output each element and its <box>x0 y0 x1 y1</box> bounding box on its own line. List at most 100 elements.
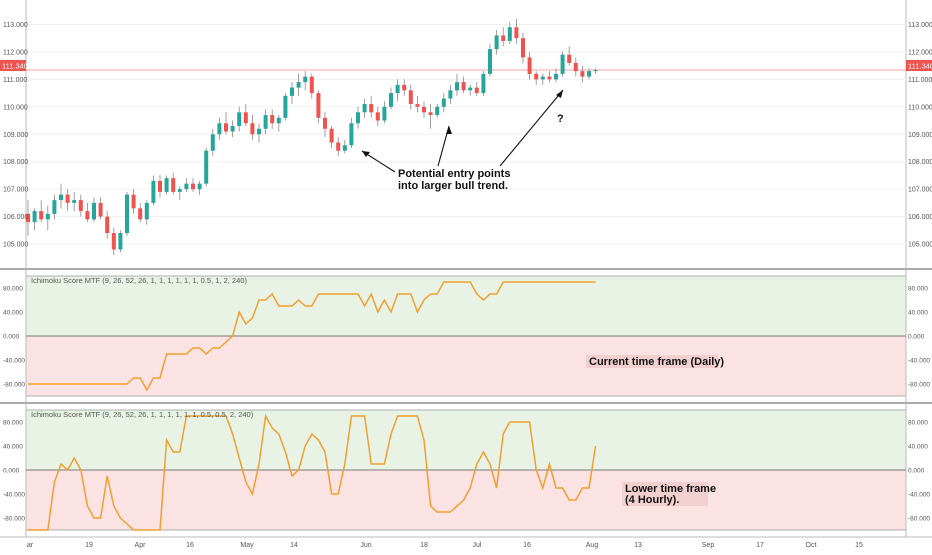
price-tick-label: 113.000 <box>3 22 28 29</box>
candle-body <box>131 194 136 209</box>
candle-body <box>59 194 63 201</box>
candle-body <box>243 112 248 124</box>
indicator-tick-label: -80.000 <box>3 516 25 523</box>
candle-body <box>257 128 261 135</box>
price-tick-label: 108.000 <box>3 159 28 166</box>
arrow-head-mid <box>446 126 452 134</box>
candle-body <box>554 73 558 80</box>
candle-body <box>521 38 525 58</box>
candle-body <box>316 93 321 118</box>
candle-body <box>230 126 235 132</box>
candle-body <box>448 90 453 99</box>
candle-body <box>138 208 143 220</box>
candle-body <box>507 27 512 41</box>
last-price-badge-right <box>906 60 932 71</box>
candle-body <box>474 87 479 94</box>
price-tick-label: 109.000 <box>908 132 932 139</box>
time-tick-label: 19 <box>85 542 93 549</box>
indicator-tick-label: 0.000 <box>908 468 925 475</box>
candle-body <box>98 202 103 217</box>
time-tick-label: 13 <box>634 542 642 549</box>
candle-body <box>263 115 268 129</box>
annotation-4h-line2: (4 Hourly). <box>625 494 679 506</box>
candle-body <box>415 104 420 107</box>
annotation-daily-bg <box>586 355 718 368</box>
time-tick-label: ar <box>27 542 34 549</box>
time-tick-label: 16 <box>186 542 194 549</box>
price-tick-label: 107.000 <box>908 187 932 194</box>
annotation-4h-line1: Lower time frame <box>625 483 716 495</box>
candle-body <box>217 123 222 135</box>
price-tick-label: 110.000 <box>908 104 932 111</box>
time-tick-label: Jun <box>360 542 371 549</box>
candle-body <box>144 202 149 220</box>
time-tick-label: Oct <box>806 542 817 549</box>
candle-body <box>45 213 50 220</box>
indicator-tick-label: 40.000 <box>3 444 23 451</box>
candle-body <box>309 76 314 94</box>
last-price-badge-left <box>0 60 26 71</box>
arrow-head-left <box>362 151 370 157</box>
price-tick-label: 111.000 <box>3 77 27 84</box>
candle-body <box>501 35 506 41</box>
candle-body <box>375 112 380 121</box>
bearish-zone <box>26 336 906 396</box>
annotation-entry-line1: Potential entry points <box>398 168 510 180</box>
indicator-tick-label: 80.000 <box>3 286 23 293</box>
candle-body <box>151 180 156 203</box>
candle-body <box>32 211 37 223</box>
indicator-title-4h: Ichimoku Score MTF (9, 26, 52, 26, 1, 1,… <box>31 410 254 419</box>
candle-body <box>296 82 301 88</box>
candle-body <box>408 90 413 105</box>
candle-body <box>26 213 30 223</box>
candle-body <box>468 87 473 91</box>
candle-body <box>494 35 499 50</box>
last-price-label-left: 111.340 <box>2 62 28 71</box>
bullish-zone <box>26 410 906 470</box>
price-tick-label: 106.000 <box>3 214 28 221</box>
candle-body <box>461 82 466 91</box>
candle-body <box>389 93 393 107</box>
bullish-zone <box>26 276 906 336</box>
candle-body <box>455 82 459 91</box>
indicator-tick-label: 80.000 <box>3 420 23 427</box>
candle-body <box>547 76 552 80</box>
candle-body <box>250 123 255 135</box>
time-tick-label: 18 <box>420 542 428 549</box>
indicator-tick-label: 40.000 <box>908 444 928 451</box>
candle-body <box>283 95 288 118</box>
candle-body <box>204 150 209 184</box>
candle-body <box>593 70 598 72</box>
candle-body <box>303 76 308 83</box>
time-axis: ar 19 Apr 16 May 14 Jun 18 Jul 16 Aug 13 Sep 17 Oct 15 <box>27 542 863 549</box>
indicator-tick-label: 80.000 <box>908 420 928 427</box>
time-tick-label: Aug <box>586 542 599 549</box>
candle-body <box>481 73 486 94</box>
candle-body <box>72 200 77 203</box>
indicator-tick-label: 80.000 <box>908 286 928 293</box>
annotation-question: ? <box>557 113 564 125</box>
arrow-heads <box>362 90 563 157</box>
price-tick-label: 110.000 <box>3 104 28 111</box>
candle-body <box>488 49 492 74</box>
time-tick-label: Apr <box>135 542 147 549</box>
candle-body <box>78 200 83 212</box>
candle-body <box>329 128 334 143</box>
candle-body <box>111 233 116 250</box>
candle-body <box>402 84 407 91</box>
indicator-line <box>28 413 597 531</box>
candle-body <box>191 183 195 190</box>
indicator-tick-label: -40.000 <box>3 492 25 499</box>
last-price-label-right: 111.340 <box>908 62 932 71</box>
candle-body <box>514 27 519 39</box>
candle-body <box>92 202 96 220</box>
candle-body <box>560 54 565 74</box>
annotation-daily: Current time frame (Daily) <box>589 356 724 368</box>
candle-body <box>39 211 44 220</box>
candle-body <box>336 142 341 151</box>
candle-body <box>349 123 354 146</box>
indicator-tick-label: -80.000 <box>3 382 25 389</box>
candle-body <box>395 84 400 94</box>
candle-body <box>534 73 539 80</box>
